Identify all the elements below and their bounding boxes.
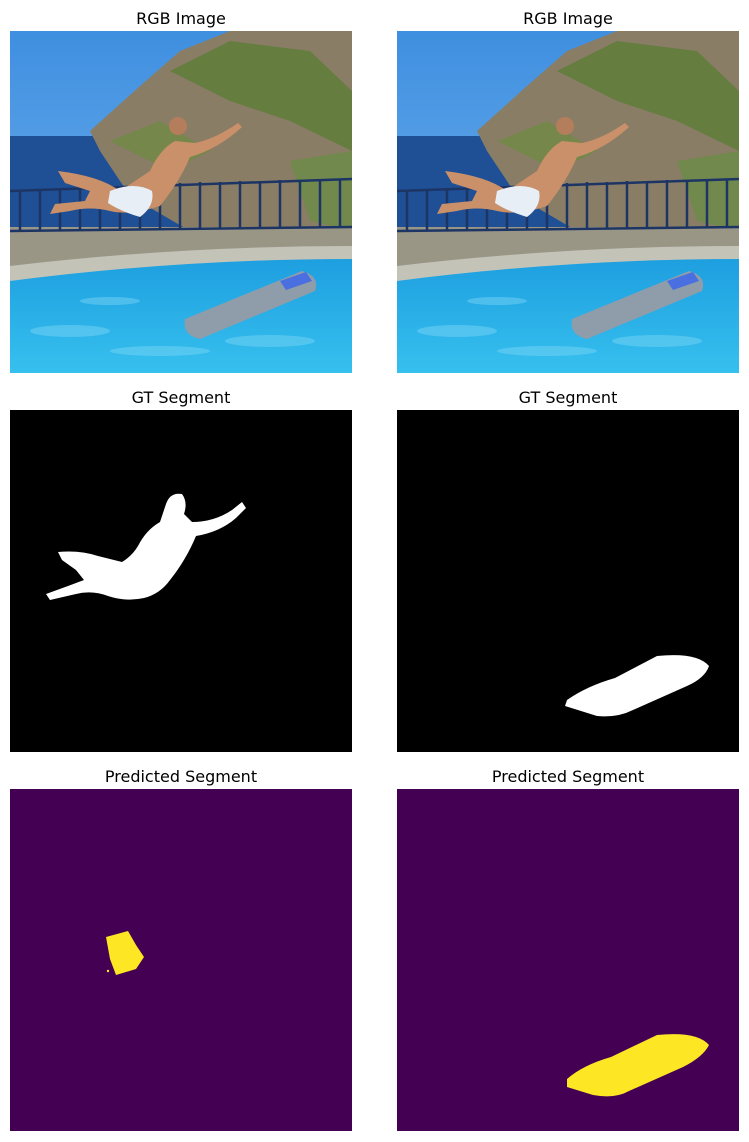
panel-title: RGB Image (523, 9, 613, 28)
gt-mask-mattress (397, 410, 739, 752)
gt-mask-person (10, 410, 352, 752)
panel-title: Predicted Segment (104, 767, 258, 786)
panel-title: RGB Image (136, 9, 226, 28)
panel-title: GT Segment (518, 388, 618, 407)
rgb-image-person (10, 31, 352, 373)
pred-mask-person (10, 789, 352, 1131)
pred-mask-mattress (397, 789, 739, 1131)
rgb-image-mattress (397, 31, 739, 373)
panel-title: Predicted Segment (491, 767, 645, 786)
panel-title: GT Segment (131, 388, 231, 407)
